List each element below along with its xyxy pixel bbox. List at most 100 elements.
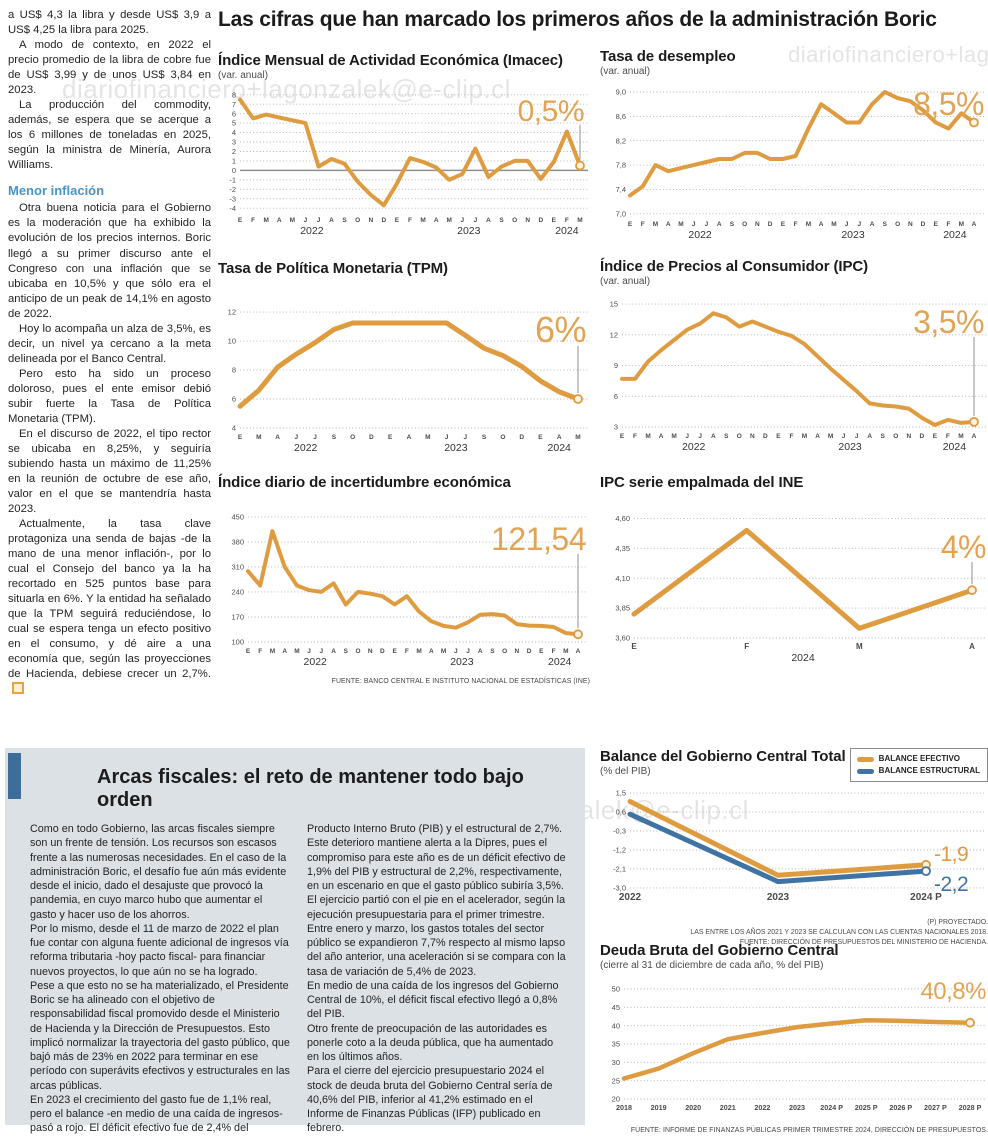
- svg-text:8: 8: [232, 90, 236, 99]
- svg-text:A: A: [478, 648, 483, 655]
- svg-text:-1,2: -1,2: [613, 846, 626, 855]
- svg-text:A: A: [870, 221, 875, 228]
- svg-text:J: J: [304, 217, 308, 224]
- paragraph: En el discurso de 2022, el tipo rector s…: [8, 427, 211, 515]
- paragraph: FUENTE: DIRECCIÓN DE PRESUPUESTOS DEL MI…: [739, 939, 988, 946]
- svg-text:A: A: [331, 648, 336, 655]
- svg-text:F: F: [947, 221, 951, 228]
- svg-text:D: D: [763, 433, 768, 440]
- svg-text:2021: 2021: [720, 1103, 736, 1112]
- svg-text:4,60: 4,60: [615, 514, 630, 523]
- svg-text:S: S: [482, 434, 487, 441]
- svg-text:2022: 2022: [294, 442, 318, 454]
- svg-text:F: F: [794, 221, 798, 228]
- svg-text:7,4: 7,4: [616, 185, 626, 194]
- svg-text:M: M: [290, 217, 295, 224]
- svg-text:-3,0: -3,0: [613, 884, 626, 893]
- svg-text:2024: 2024: [791, 652, 815, 664]
- chart-title: Índice de Precios al Consumidor (IPC): [600, 258, 869, 275]
- svg-text:30: 30: [612, 1058, 620, 1067]
- svg-text:O: O: [355, 217, 360, 224]
- svg-text:9,0: 9,0: [616, 88, 626, 97]
- svg-text:A: A: [576, 648, 581, 655]
- svg-text:6: 6: [232, 109, 236, 118]
- svg-text:F: F: [946, 433, 950, 440]
- svg-text:E: E: [934, 221, 939, 228]
- svg-text:J: J: [692, 221, 696, 228]
- legend-item-estructural: BALANCE ESTRUCTURAL: [856, 765, 980, 777]
- svg-text:1,5: 1,5: [616, 789, 626, 798]
- svg-text:2023: 2023: [457, 225, 481, 237]
- svg-text:7,0: 7,0: [616, 209, 626, 218]
- svg-text:J: J: [445, 434, 449, 441]
- svg-text:M: M: [425, 434, 430, 441]
- svg-text:50: 50: [612, 985, 620, 994]
- paragraph: Producto Interno Bruto (PIB) y el estruc…: [307, 823, 566, 892]
- svg-text:F: F: [565, 217, 569, 224]
- svg-text:M: M: [653, 221, 658, 228]
- svg-text:240: 240: [231, 588, 244, 597]
- svg-text:D: D: [538, 217, 543, 224]
- svg-text:3: 3: [232, 138, 236, 147]
- svg-text:J: J: [460, 217, 464, 224]
- svg-text:E: E: [781, 221, 786, 228]
- svg-text:E: E: [246, 648, 251, 655]
- svg-text:J: J: [685, 433, 689, 440]
- svg-text:F: F: [258, 648, 262, 655]
- svg-text:12: 12: [610, 330, 618, 339]
- svg-text:-2,2: -2,2: [934, 873, 968, 896]
- svg-text:2024: 2024: [555, 225, 579, 237]
- paragraph: a US$ 4,3 la libra y desde US$ 3,9 a US$…: [8, 9, 211, 37]
- chart-subtitle: (var. anual): [600, 66, 651, 77]
- legend-item-efectivo: BALANCE EFECTIVO: [856, 753, 980, 765]
- svg-text:8,2: 8,2: [616, 136, 626, 145]
- svg-text:N: N: [525, 217, 530, 224]
- svg-text:A: A: [972, 433, 977, 440]
- svg-text:2023: 2023: [450, 656, 474, 668]
- chart-subtitle: (var. anual): [218, 70, 269, 81]
- svg-text:2024: 2024: [943, 229, 967, 241]
- legend-label: BALANCE ESTRUCTURAL: [878, 766, 980, 775]
- svg-text:S: S: [730, 221, 735, 228]
- svg-text:S: S: [342, 217, 347, 224]
- svg-text:A: A: [815, 433, 820, 440]
- chart-subtitle: (% del PIB): [600, 766, 651, 777]
- svg-text:2018: 2018: [616, 1103, 632, 1112]
- chart-title: Tasa de Política Monetaria (TPM): [218, 260, 448, 277]
- paragraph: Hoy lo acompaña un alza de 3,5%, es deci…: [8, 322, 211, 365]
- svg-text:M: M: [806, 221, 811, 228]
- svg-text:M: M: [563, 648, 568, 655]
- svg-text:M: M: [828, 433, 833, 440]
- svg-text:O: O: [502, 648, 507, 655]
- svg-text:O: O: [512, 217, 517, 224]
- svg-text:121,54: 121,54: [491, 521, 586, 557]
- svg-text:M: M: [671, 433, 676, 440]
- svg-text:20: 20: [612, 1095, 620, 1104]
- svg-text:6: 6: [232, 395, 236, 404]
- svg-text:2024: 2024: [943, 441, 967, 453]
- svg-text:J: J: [307, 648, 311, 655]
- paragraph: La producción del commodity, además, se …: [8, 99, 211, 172]
- fiscal-panel-body: Como en todo Gobierno, las arcas fiscale…: [30, 822, 568, 1136]
- svg-text:O: O: [742, 221, 747, 228]
- svg-text:A: A: [867, 433, 872, 440]
- svg-text:310: 310: [231, 563, 244, 572]
- svg-text:F: F: [552, 648, 556, 655]
- svg-text:15: 15: [610, 300, 618, 309]
- svg-text:A: A: [275, 434, 280, 441]
- chart-footnotes: (P) PROYECTADO. LAS ENTRE LOS AÑOS 2021 Y…: [600, 918, 988, 948]
- svg-text:J: J: [474, 217, 478, 224]
- svg-text:6: 6: [614, 392, 618, 401]
- left-article-paragraphs-1: a US$ 4,3 la libra y desde US$ 3,9 a US$…: [8, 8, 211, 173]
- svg-text:A: A: [557, 434, 562, 441]
- svg-text:D: D: [527, 648, 532, 655]
- chart-title: Índice Mensual de Actividad Económica (I…: [218, 52, 563, 69]
- svg-text:J: J: [313, 434, 317, 441]
- svg-text:4: 4: [232, 128, 236, 137]
- svg-text:A: A: [711, 433, 716, 440]
- svg-text:J: J: [857, 221, 861, 228]
